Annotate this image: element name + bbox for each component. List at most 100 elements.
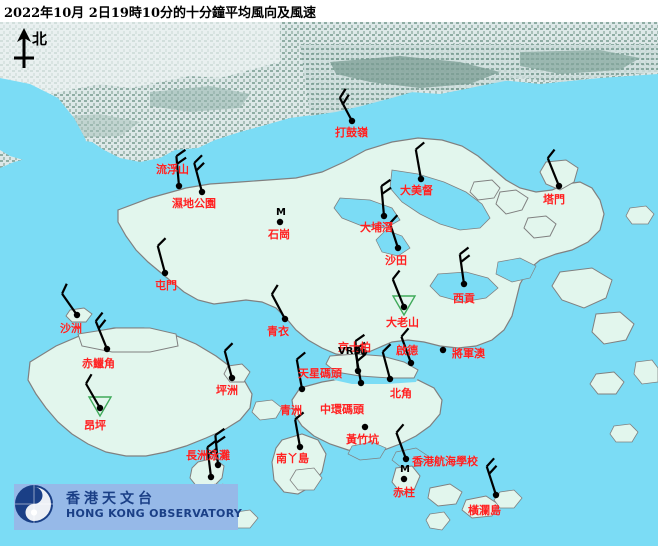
barb-shaft — [295, 359, 304, 390]
station-label-13: 坪洲 — [216, 384, 238, 397]
station-dot[interactable] — [386, 375, 394, 383]
barb-feather — [356, 353, 367, 362]
barb-feather — [415, 141, 425, 151]
wind-barb — [380, 178, 392, 220]
wind-barb — [206, 439, 218, 481]
wind-barb — [381, 343, 394, 383]
station-dot[interactable] — [296, 443, 304, 451]
wind-barb — [223, 342, 236, 382]
barb-feather — [61, 283, 68, 295]
station-label-11: 赤鱲角 — [82, 357, 115, 370]
barb-feather — [381, 186, 392, 195]
station-label-12: 昂坪 — [84, 419, 106, 432]
station-dot[interactable] — [175, 182, 183, 190]
wind-barb — [276, 218, 284, 226]
barb-shaft — [175, 156, 181, 187]
station-dot[interactable] — [360, 348, 368, 356]
barb-shaft — [381, 351, 392, 380]
barb-feather — [176, 156, 187, 165]
wind-barb — [294, 411, 305, 451]
hko-name-en: HONG KONG OBSERVATORY — [66, 507, 243, 520]
station-label-19: 啟德 — [396, 344, 418, 357]
station-label-27: 香港航海學校 — [412, 455, 478, 468]
station-dot[interactable] — [161, 269, 169, 277]
station-dot[interactable] — [357, 379, 365, 387]
station-label-22: 中環碼頭 — [320, 403, 364, 416]
hko-logo: 香港天文台 HONG KONG OBSERVATORY — [14, 484, 242, 530]
station-dot[interactable] — [214, 461, 222, 469]
barb-feather — [207, 447, 218, 456]
barb-shaft — [414, 149, 423, 180]
wind-barb — [270, 284, 289, 323]
station-label-10: 沙洲 — [60, 322, 82, 335]
barb-shaft — [156, 245, 167, 274]
barb-shaft — [94, 320, 109, 350]
barb-shaft — [338, 97, 353, 122]
station-dot[interactable] — [439, 346, 447, 354]
station-dot[interactable] — [407, 359, 415, 367]
barb-feather — [391, 269, 401, 280]
station-label-18: 京士柏 — [338, 341, 371, 354]
barb-feather — [400, 327, 410, 338]
barb-feather — [97, 319, 107, 330]
wind-barb — [400, 327, 415, 367]
barb-shaft — [388, 222, 400, 249]
barb-shaft — [206, 447, 213, 478]
barb-feather — [175, 148, 187, 158]
barb-feather — [195, 162, 205, 172]
station-dot[interactable] — [417, 175, 425, 183]
wind-barb — [439, 346, 447, 354]
station-dot[interactable] — [380, 212, 388, 220]
station-dot[interactable] — [228, 374, 236, 382]
station-dot[interactable] — [276, 218, 284, 226]
station-dot[interactable] — [198, 188, 206, 196]
wind-barb — [388, 214, 402, 252]
barb-feather — [338, 88, 347, 99]
wind-barb — [400, 475, 408, 483]
station-label-23: 北角 — [390, 387, 412, 400]
station-label-6: 沙田 — [385, 254, 407, 267]
station-dot[interactable] — [73, 311, 81, 319]
wind-barb — [361, 423, 369, 431]
station-dot[interactable] — [555, 182, 563, 190]
station-dot[interactable] — [402, 455, 410, 463]
station-label-29: 橫瀾島 — [468, 504, 501, 517]
barb-shaft — [546, 157, 561, 187]
wind-barb — [295, 351, 306, 393]
wind-barb — [546, 148, 563, 190]
station-label-16: 大老山 — [386, 316, 419, 329]
station-label-25: 黃竹坑 — [346, 433, 379, 446]
station-label-2: 濕地公園 — [172, 197, 216, 210]
station-label-21: 天星碼頭 — [298, 367, 342, 380]
barb-feather — [355, 341, 366, 350]
station-label-24: 青洲 — [280, 404, 302, 417]
hko-name-zh: 香港天文台 — [66, 491, 156, 507]
wind-barb-layer — [61, 88, 563, 499]
station-dot[interactable] — [361, 423, 369, 431]
station-label-4: 大美督 — [400, 184, 433, 197]
wind-barb — [458, 246, 471, 288]
barb-shaft — [61, 293, 78, 316]
barb-feather — [193, 154, 203, 164]
barb-feather — [215, 435, 226, 444]
station-dot[interactable] — [103, 345, 111, 353]
station-dot[interactable] — [96, 404, 104, 412]
station-dot[interactable] — [400, 303, 408, 311]
barb-feather — [342, 94, 350, 105]
station-dot[interactable] — [298, 385, 306, 393]
barb-shaft — [354, 353, 363, 384]
station-dot[interactable] — [207, 473, 215, 481]
barb-feather — [355, 345, 365, 355]
station-dot[interactable] — [281, 315, 289, 323]
station-dot[interactable] — [348, 117, 356, 125]
station-dot[interactable] — [400, 475, 408, 483]
wind-barb — [156, 237, 169, 277]
station-dot[interactable] — [460, 280, 468, 288]
station-label-7: 塔門 — [543, 193, 565, 206]
map-canvas[interactable]: 北 打鼓嶺 流浮山 濕地公園 石崗 M 大美督 大埔滘 沙田 塔門 屯門 青衣 沙洲 赤鱲角 昂坪 坪洲 長洲… — [0, 22, 658, 546]
wind-barb — [94, 311, 111, 353]
wind-barb — [485, 457, 500, 499]
station-label-9: 青衣 — [267, 325, 289, 338]
station-dot[interactable] — [492, 491, 500, 499]
station-dot[interactable] — [394, 244, 402, 252]
